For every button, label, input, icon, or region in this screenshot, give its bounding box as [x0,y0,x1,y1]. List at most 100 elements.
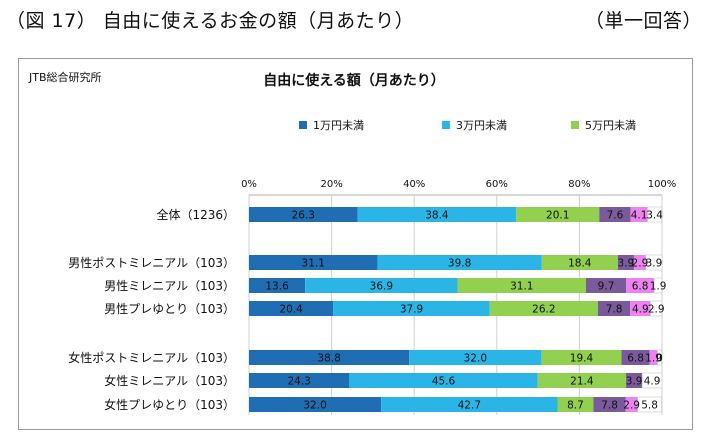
data-label: 26.2 [532,304,555,316]
bar-segment [633,255,646,270]
bar-segment [409,350,542,365]
bar-segment [649,350,658,365]
bar-segment [647,206,662,223]
data-label: 32.0 [464,353,487,365]
bar-segment [617,255,634,270]
x-tick-label: 0% [241,179,257,190]
data-label: 31.1 [510,281,533,293]
data-label: 24.3 [287,376,310,388]
legend-label: 5万円未満 [585,119,636,132]
category-label: 男性ミレニアル（103） [104,279,235,293]
x-tick-label: 40% [403,179,425,190]
data-label: 2.9 [632,258,649,270]
bar-segment [249,207,358,222]
bar-segment [249,301,334,316]
x-tick-label: 80% [568,179,590,190]
bar-segment [586,278,627,293]
data-label: 4.1 [631,210,648,222]
bar-segment [537,373,627,388]
data-label: 38.4 [425,210,449,222]
data-label: 0 [656,353,663,365]
data-label: 1.9 [650,281,667,293]
data-label: 26.3 [292,210,315,222]
bar-segment [653,277,663,294]
data-label: 6.8 [627,353,644,365]
source-label: JTB総合研究所 [28,70,102,84]
category-label: 全体（1236） [156,207,235,222]
x-tick-label: 20% [320,179,342,190]
bar-segment [630,207,648,222]
chart-legend: 1万円未満 3万円未満 5万円未満 [299,119,636,132]
data-label: 13.6 [265,281,289,293]
bar-segment [626,373,643,388]
legend-label: 1万円未満 [313,119,364,132]
bar-segment [650,300,663,317]
chart-title: 自由に使える額（月あたり） [263,72,445,89]
data-label: 3.4 [646,210,663,222]
data-label: 19.4 [570,353,594,365]
bar-segment [641,372,663,389]
bar-segment [625,397,638,412]
bar-segment [349,373,538,388]
data-label: 1.9 [645,353,662,365]
data-label: 21.4 [570,376,594,388]
data-label: 32.0 [303,400,326,412]
data-label: 4.9 [632,304,649,316]
figure-caption: （図 17） 自由に使えるお金の額（月あたり） [6,10,415,32]
bar-segment [541,350,622,365]
data-label: 8.7 [567,400,584,412]
x-tick-label: 60% [486,179,508,190]
data-labels: 26.3 38.4 20.1 7.6 4.13.431.1 39.8 18.4 3.92.93… [265,210,666,412]
x-tick-label: 100% [648,179,677,190]
data-label: 7.8 [606,304,623,316]
bar-segment [626,278,655,293]
chart-frame: JTB総合研究所 自由に使える額（月あたり） 1万円未満 3万円未満 5万円未満 0… [18,58,693,430]
bar-segment [516,207,600,222]
bar-segment [593,397,626,412]
data-label: 37.9 [400,304,423,316]
answer-type-note: （単一回答） [584,10,702,32]
bar-segment [249,373,350,388]
data-label: 3.9 [618,258,635,270]
legend-swatch [442,121,450,129]
data-label: 18.4 [568,258,592,270]
bar-segment [457,278,587,293]
bar-segment [249,255,378,270]
data-label: 45.6 [432,376,456,388]
bar-segment [249,397,382,412]
legend-swatch [299,121,307,129]
data-label: 3.9 [626,376,643,388]
data-label: 2.9 [648,304,665,316]
bar-segment [637,396,662,413]
data-label: 9.7 [598,281,615,293]
bar-segment [333,301,490,316]
data-label: 7.6 [607,210,624,222]
category-labels: 全体（1236） 男性ポストミレニアル（103） 男性ミレニアル（103） 男性プレゆ… [68,207,235,412]
category-label: 男性プレゆとり（103） [104,302,235,316]
bar-segment [249,278,306,293]
data-label: 4.9 [644,376,661,388]
bars [249,206,663,413]
data-label: 3.9 [646,258,663,270]
bar-segment [381,397,558,412]
bar-segment [557,397,594,412]
bar-segment [597,301,631,316]
bar-segment [645,254,663,271]
data-label: 2.9 [623,400,640,412]
bar-segment [621,350,650,365]
category-label: 女性ミレニアル（103） [104,373,235,388]
data-label: 38.8 [317,353,340,365]
bar-segment [249,350,410,365]
data-label: 7.8 [601,400,618,412]
data-label: 6.8 [632,281,649,293]
bar-segment [657,349,662,366]
data-label: 5.8 [641,400,658,412]
legend-swatch [571,121,579,129]
data-label: 20.1 [546,210,569,222]
bar-segment [489,301,598,316]
category-label: 女性プレゆとり（103） [104,397,235,412]
data-label: 20.4 [279,304,303,316]
data-label: 36.9 [370,281,393,293]
data-label: 39.8 [448,258,471,270]
